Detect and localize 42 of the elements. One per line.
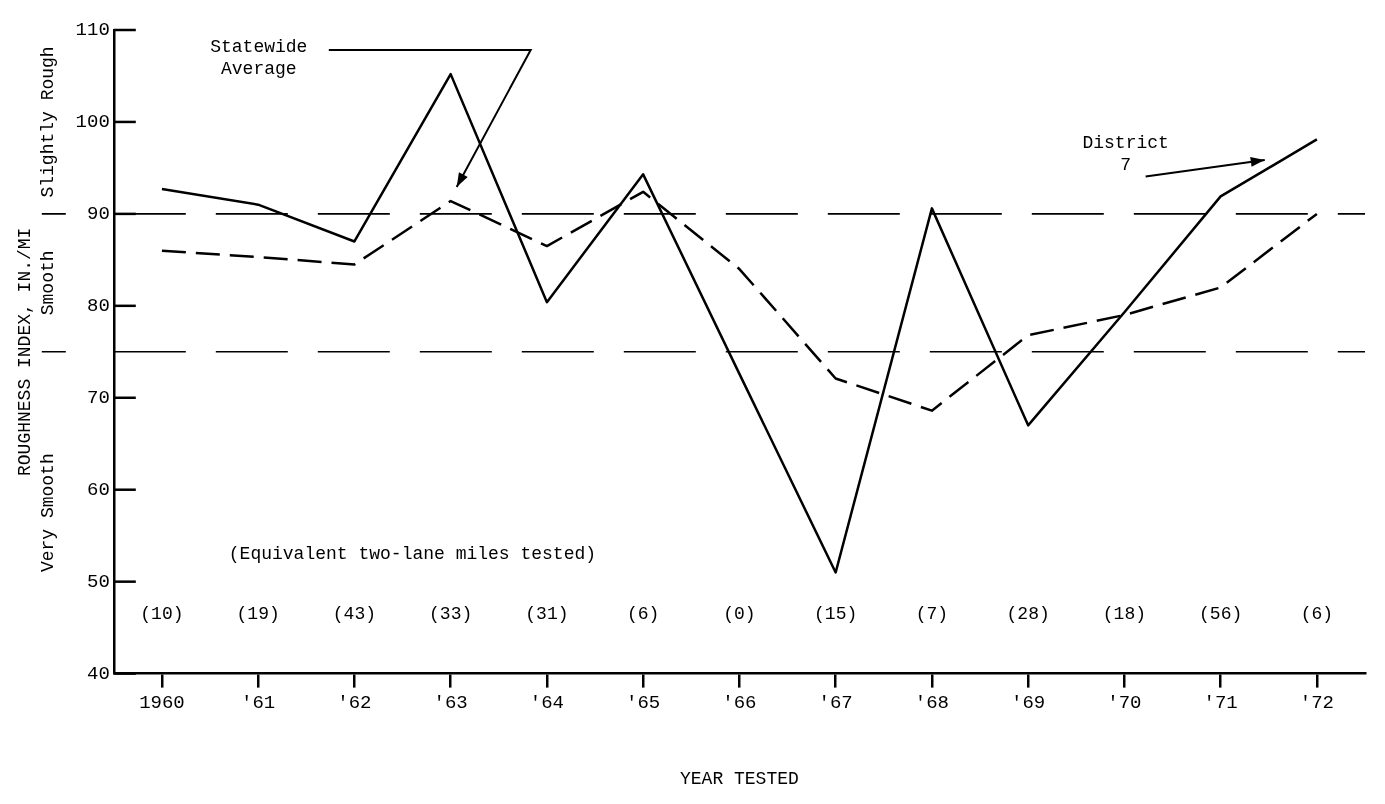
annotation: (31)	[525, 604, 569, 625]
annotation: (19)	[236, 604, 280, 625]
annotation: (10)	[140, 604, 184, 625]
text: District 7	[1082, 133, 1169, 176]
annotation: (15)	[814, 604, 858, 625]
text: Very Smooth	[37, 453, 58, 573]
y-tick-label: 60	[86, 478, 110, 501]
y-tick-label: 110	[75, 19, 110, 42]
text: Statewide Average	[210, 36, 308, 79]
x-tick-label: '63	[433, 692, 468, 715]
x-tick-label: 1960	[139, 692, 185, 715]
text: Slightly Rough	[37, 46, 58, 198]
annotation: (18)	[1102, 604, 1146, 625]
annotation: (Equivalent two-lane miles tested)	[228, 544, 597, 565]
x-tick-label: '68	[914, 692, 949, 715]
x-tick-label: '65	[626, 692, 661, 715]
y-tick-label: 100	[75, 110, 110, 133]
x-tick-label: '66	[722, 692, 757, 715]
y-tick-label: 50	[86, 570, 110, 593]
annotation: (6)	[1300, 604, 1334, 625]
x-axis-title: YEAR TESTED	[679, 768, 799, 789]
x-tick-label: '67	[818, 692, 853, 715]
x-tick-label: '64	[529, 692, 565, 715]
y-tick-label: 70	[86, 386, 110, 409]
x-tick-label: '61	[241, 692, 276, 715]
text: Smooth	[37, 250, 58, 316]
annotation: (28)	[1006, 604, 1050, 625]
y-axis-title: ROUGHNESS INDEX, IN./MI	[14, 227, 35, 477]
annotation: (56)	[1199, 604, 1243, 625]
x-tick-label: '72	[1299, 692, 1334, 715]
y-tick-label: 90	[86, 202, 110, 225]
annotation: (0)	[723, 604, 756, 625]
x-tick-label: '70	[1107, 692, 1142, 715]
x-tick-label: '69	[1011, 692, 1046, 715]
x-tick-label: '71	[1203, 692, 1238, 715]
annotation: (6)	[626, 604, 660, 625]
annotation: (43)	[332, 604, 377, 625]
y-tick-label: 40	[86, 662, 110, 685]
annotation: (7)	[915, 604, 949, 625]
annotation: (33)	[429, 604, 473, 625]
y-tick-label: 80	[86, 294, 110, 317]
x-tick-label: '62	[337, 692, 372, 715]
